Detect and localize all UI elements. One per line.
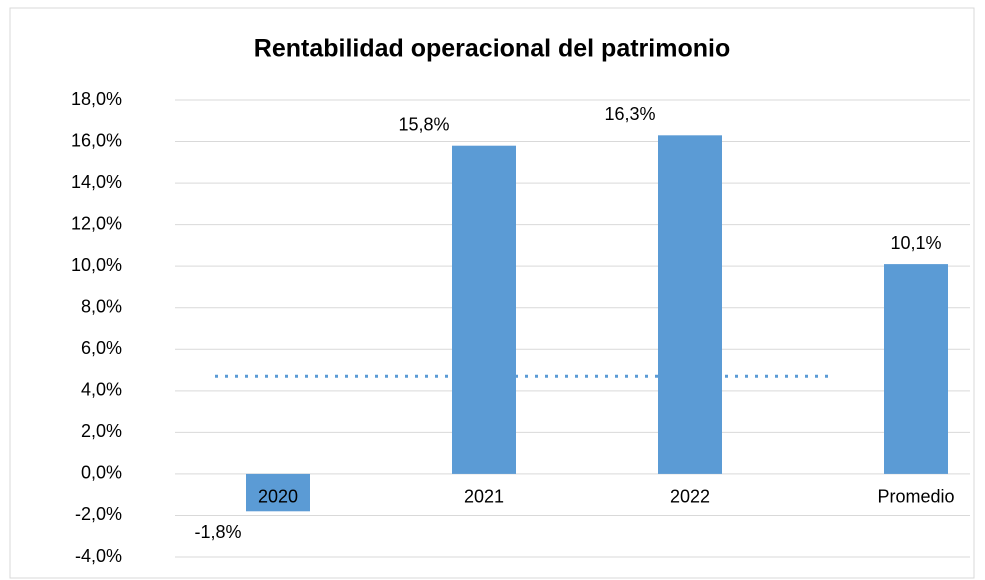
y-tick-label: 2,0% xyxy=(81,421,122,441)
y-tick-label: 10,0% xyxy=(71,255,122,275)
y-tick-label: 14,0% xyxy=(71,172,122,192)
y-tick-label: 18,0% xyxy=(71,89,122,109)
chart-title: Rentabilidad operacional del patrimonio xyxy=(254,35,730,63)
value-label: 15,8% xyxy=(398,114,449,134)
y-tick-label: -4,0% xyxy=(75,546,122,566)
value-label: 16,3% xyxy=(604,104,655,124)
bar xyxy=(452,145,516,474)
y-tick-label: -2,0% xyxy=(75,504,122,524)
value-label: -1,8% xyxy=(194,522,241,542)
bar xyxy=(658,135,722,474)
x-tick-label: 2022 xyxy=(670,487,710,507)
x-tick-label: 2020 xyxy=(258,487,298,507)
bar xyxy=(884,264,948,474)
y-tick-label: 8,0% xyxy=(81,296,122,316)
y-tick-label: 4,0% xyxy=(81,380,122,400)
x-tick-label: 2021 xyxy=(464,487,504,507)
y-tick-label: 0,0% xyxy=(81,463,122,483)
y-tick-label: 16,0% xyxy=(71,130,122,150)
bar xyxy=(246,473,310,512)
y-tick-label: 6,0% xyxy=(81,338,122,358)
x-tick-label: Promedio xyxy=(877,487,954,507)
value-label: 10,1% xyxy=(890,233,941,253)
y-tick-label: 12,0% xyxy=(71,213,122,233)
